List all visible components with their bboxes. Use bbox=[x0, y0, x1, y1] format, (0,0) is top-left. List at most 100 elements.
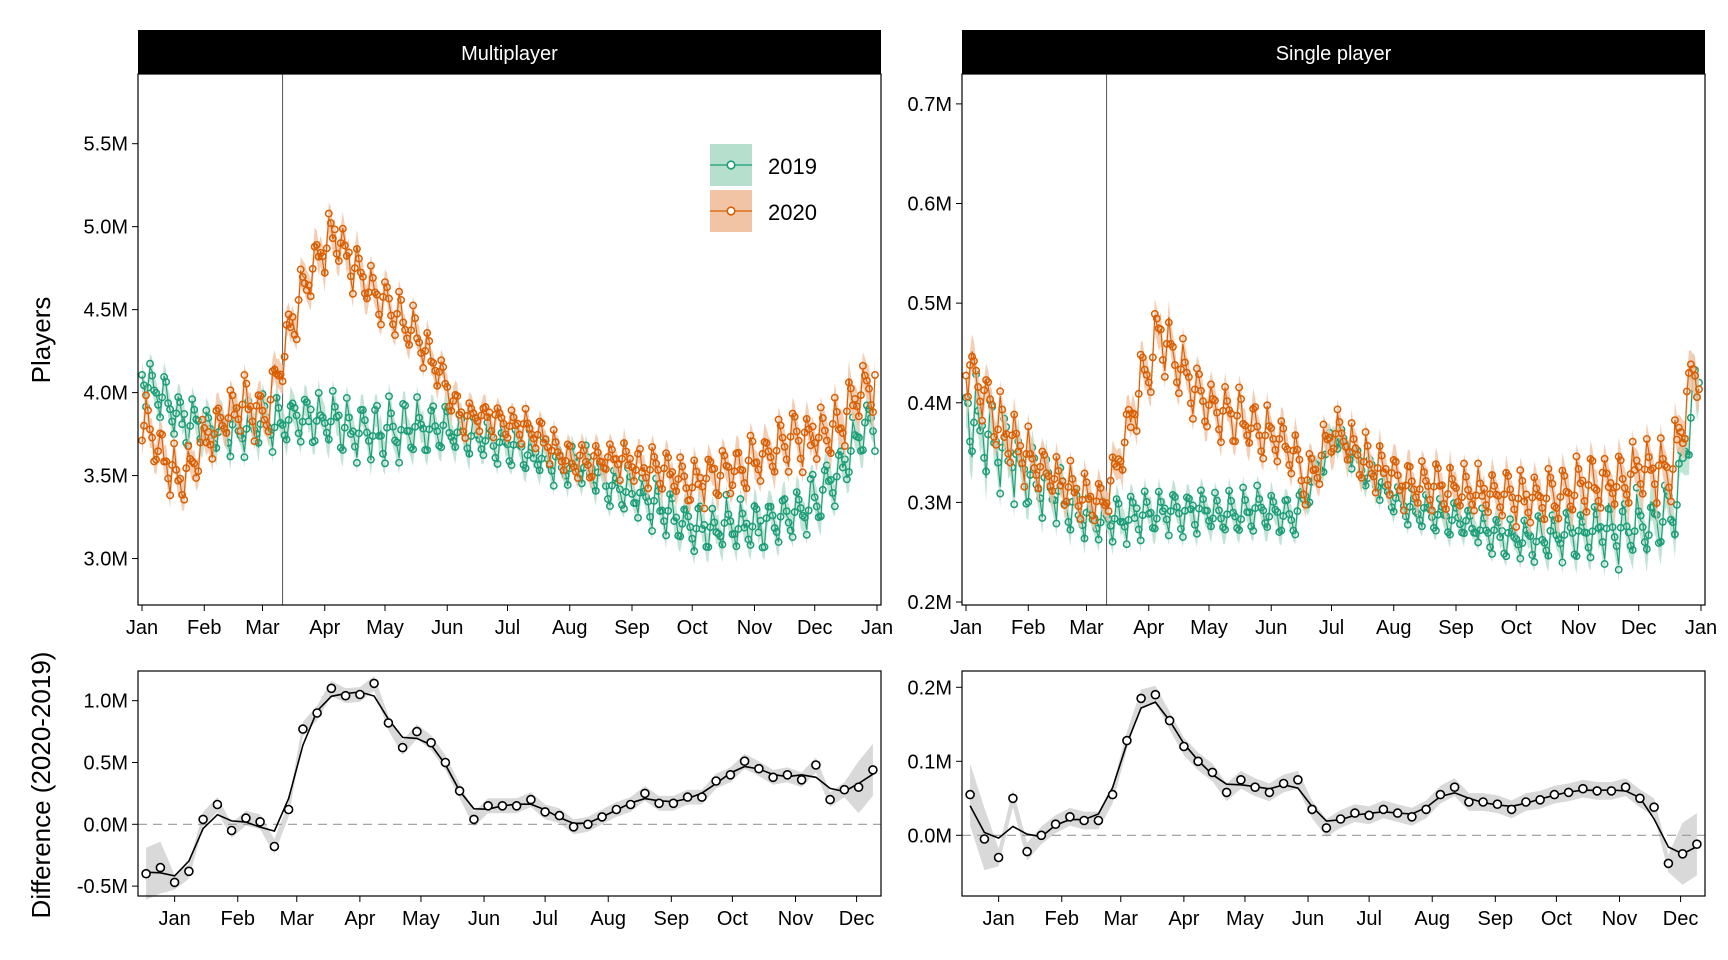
data-point-2020 bbox=[232, 404, 241, 413]
data-point-2020 bbox=[377, 320, 385, 329]
data-point-2020 bbox=[399, 318, 408, 327]
strip-multiplayer bbox=[138, 30, 881, 74]
data-point-2019 bbox=[591, 486, 600, 495]
confidence-band-2019 bbox=[142, 353, 875, 566]
x-tick-label: Jan bbox=[861, 617, 893, 639]
difference-point bbox=[711, 776, 721, 786]
data-point-2019 bbox=[395, 458, 404, 467]
x-tick-label: Jan bbox=[1685, 617, 1717, 639]
data-point-2020 bbox=[778, 433, 787, 442]
data-point-2020 bbox=[798, 468, 807, 477]
difference-point bbox=[1207, 767, 1218, 778]
difference-point bbox=[454, 786, 465, 796]
data-point-2019 bbox=[800, 513, 809, 522]
data-point-2020 bbox=[1257, 447, 1266, 456]
difference-point bbox=[768, 772, 778, 783]
x-tick-label: Sep bbox=[614, 617, 650, 639]
data-point-2019 bbox=[176, 398, 185, 407]
data-point-2019 bbox=[312, 416, 321, 425]
data-point-2020 bbox=[1325, 433, 1334, 442]
data-point-2020 bbox=[718, 447, 727, 455]
data-point-2020 bbox=[435, 368, 444, 376]
data-point-2019 bbox=[1064, 518, 1073, 526]
plot-background bbox=[138, 671, 881, 896]
data-point-2019 bbox=[371, 406, 379, 414]
data-point-2019 bbox=[1540, 538, 1549, 547]
x-tick-label: Aug bbox=[1376, 617, 1412, 639]
data-point-2020 bbox=[192, 474, 201, 482]
data-point-2020 bbox=[672, 487, 681, 496]
data-point-2019 bbox=[328, 386, 337, 395]
data-point-2020 bbox=[1126, 423, 1135, 432]
y-tick-label: 1.0M bbox=[84, 691, 128, 713]
data-point-2019 bbox=[391, 436, 399, 445]
data-point-2019 bbox=[1170, 492, 1179, 501]
data-point-2020 bbox=[802, 414, 811, 423]
data-point-2019 bbox=[776, 512, 785, 521]
difference-point bbox=[397, 742, 408, 753]
difference-point bbox=[241, 813, 251, 823]
data-point-2020 bbox=[1538, 503, 1547, 512]
data-point-2020 bbox=[726, 489, 735, 498]
data-point-2019 bbox=[842, 475, 851, 484]
data-point-2020 bbox=[429, 358, 438, 367]
data-point-2020 bbox=[425, 337, 434, 346]
data-point-2019 bbox=[607, 481, 616, 490]
data-point-2020 bbox=[509, 413, 518, 422]
data-point-2019 bbox=[766, 502, 775, 511]
data-point-2019 bbox=[802, 530, 811, 539]
data-point-2020 bbox=[1076, 514, 1085, 523]
data-point-2019 bbox=[1199, 495, 1207, 504]
data-point-2020 bbox=[272, 369, 281, 378]
data-point-2020 bbox=[754, 465, 763, 474]
data-point-2020 bbox=[302, 286, 311, 295]
data-point-2020 bbox=[630, 476, 638, 485]
data-point-2019 bbox=[832, 472, 841, 481]
data-point-2019 bbox=[846, 447, 855, 455]
data-point-2019 bbox=[423, 446, 432, 455]
data-point-2020 bbox=[780, 442, 789, 451]
data-point-2019 bbox=[1239, 483, 1248, 492]
data-point-2019 bbox=[274, 403, 283, 412]
data-point-2019 bbox=[1219, 523, 1228, 532]
data-point-2019 bbox=[1120, 522, 1129, 531]
data-point-2020 bbox=[1444, 490, 1452, 499]
data-point-2020 bbox=[1048, 486, 1057, 495]
data-point-2020 bbox=[1046, 482, 1055, 491]
data-point-2020 bbox=[216, 413, 225, 422]
x-tick-label: Nov bbox=[737, 617, 773, 639]
data-point-2020 bbox=[344, 248, 353, 257]
data-point-2020 bbox=[1207, 380, 1215, 389]
x-tick-label: Jun bbox=[431, 617, 463, 639]
data-point-2019 bbox=[1672, 500, 1681, 509]
data-point-2019 bbox=[784, 518, 793, 527]
data-point-2019 bbox=[360, 416, 369, 425]
difference-point bbox=[526, 794, 536, 805]
data-point-2020 bbox=[1664, 483, 1673, 492]
data-point-2020 bbox=[140, 421, 148, 430]
data-point-2020 bbox=[822, 436, 831, 445]
x-tick-label: Jan bbox=[159, 908, 191, 930]
data-point-2020 bbox=[1134, 389, 1143, 398]
data-point-2020 bbox=[1239, 419, 1248, 428]
data-point-2019 bbox=[678, 519, 687, 528]
data-point-2019 bbox=[1528, 551, 1537, 559]
data-point-2019 bbox=[1293, 507, 1302, 516]
y-tick-label: 4.5M bbox=[84, 300, 128, 322]
x-tick-label: Mar bbox=[280, 908, 315, 930]
data-point-2020 bbox=[984, 378, 993, 387]
data-point-2019 bbox=[1560, 530, 1569, 539]
data-point-2020 bbox=[1357, 473, 1366, 482]
y-tick-label: 0.6M bbox=[908, 194, 952, 216]
data-point-2019 bbox=[708, 504, 717, 513]
data-point-2019 bbox=[338, 446, 347, 454]
data-point-2020 bbox=[1405, 462, 1414, 471]
y-tick-label: 3.0M bbox=[84, 549, 128, 571]
data-point-2020 bbox=[354, 254, 363, 263]
data-point-2020 bbox=[1626, 470, 1635, 479]
data-point-2020 bbox=[280, 352, 289, 361]
data-point-2020 bbox=[224, 414, 233, 423]
difference-point bbox=[1250, 782, 1260, 793]
data-point-2019 bbox=[994, 458, 1003, 467]
data-point-2020 bbox=[1656, 434, 1665, 443]
